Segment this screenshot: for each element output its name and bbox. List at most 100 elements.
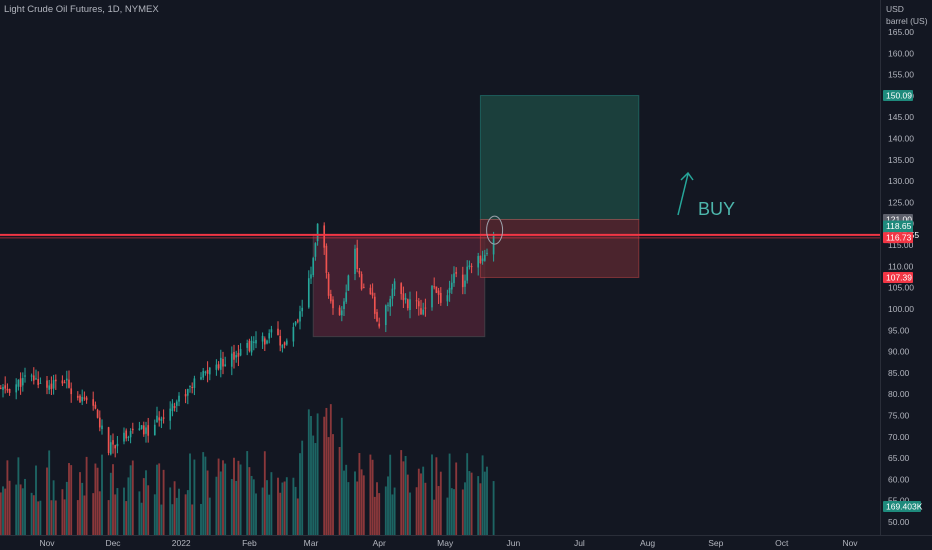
candle-body bbox=[455, 272, 458, 274]
volume-bar bbox=[46, 467, 48, 535]
candle-body bbox=[131, 428, 134, 431]
candle-body bbox=[21, 378, 24, 386]
candle-body bbox=[94, 404, 97, 409]
candle-body bbox=[145, 427, 147, 434]
volume-bar bbox=[461, 489, 464, 535]
candle-body bbox=[8, 388, 11, 393]
x-tick-label: Aug bbox=[640, 538, 655, 548]
candle-body bbox=[37, 379, 40, 385]
volume-bar bbox=[50, 500, 53, 535]
candle-body bbox=[24, 375, 26, 377]
candle-body bbox=[147, 425, 150, 436]
y-tick-label: 135.00 bbox=[888, 155, 914, 165]
candle-body bbox=[252, 341, 255, 343]
price-tag-label: 118.65 bbox=[886, 221, 912, 231]
volume-bar bbox=[160, 504, 163, 535]
candle-body bbox=[173, 406, 176, 409]
candle-body bbox=[156, 415, 158, 423]
volume-bar bbox=[215, 476, 218, 535]
candle-body bbox=[79, 395, 81, 403]
volume-bar bbox=[32, 495, 35, 535]
volume-bar bbox=[237, 460, 240, 535]
candle-body bbox=[160, 418, 163, 421]
candle-body bbox=[114, 445, 117, 449]
volume-bar bbox=[239, 464, 242, 535]
candle-body bbox=[279, 335, 282, 346]
volume-tag-label: 169.403K bbox=[886, 502, 923, 512]
volume-bar bbox=[332, 434, 334, 535]
candle-body bbox=[446, 295, 449, 302]
candle-body bbox=[343, 301, 345, 310]
volume-bar bbox=[37, 501, 40, 535]
volume-bar bbox=[479, 483, 482, 535]
x-tick-label: May bbox=[437, 538, 454, 548]
candle-body bbox=[486, 252, 488, 254]
y-tick-label: 140.00 bbox=[888, 134, 914, 144]
candle-body bbox=[329, 293, 332, 302]
candle-body bbox=[140, 425, 143, 429]
volume-bar bbox=[409, 492, 411, 535]
volume-bar bbox=[263, 451, 266, 535]
candle-body bbox=[404, 297, 407, 300]
y-tick-label: 90.00 bbox=[888, 347, 910, 357]
volume-bar bbox=[283, 481, 286, 535]
candle-body bbox=[439, 292, 442, 303]
volume-bar bbox=[219, 471, 222, 535]
candle-body bbox=[448, 287, 451, 293]
candle-body bbox=[270, 329, 273, 333]
candle-body bbox=[125, 430, 128, 439]
volume-bar bbox=[230, 479, 233, 535]
y-tick-label: 160.00 bbox=[888, 48, 914, 58]
y-tick-label: 110.00 bbox=[888, 261, 914, 271]
candle-body bbox=[283, 342, 286, 346]
candle-body bbox=[217, 364, 220, 369]
volume-bar bbox=[281, 482, 284, 535]
candle-body bbox=[402, 293, 405, 301]
candle-body bbox=[107, 427, 110, 453]
candle-body bbox=[68, 379, 70, 388]
candle-body bbox=[292, 326, 295, 342]
volume-bar bbox=[252, 479, 255, 535]
candle-body bbox=[354, 248, 356, 275]
y-tick-label: 125.00 bbox=[888, 197, 914, 207]
y-tick-label: 50.00 bbox=[888, 517, 910, 527]
candle-body bbox=[202, 370, 205, 378]
volume-bar bbox=[464, 482, 466, 535]
volume-bar bbox=[15, 484, 18, 535]
up-arrow-head bbox=[680, 171, 694, 181]
candle-body bbox=[233, 351, 235, 360]
candle-body bbox=[98, 417, 101, 428]
volume-bar bbox=[477, 476, 480, 535]
volume-bar bbox=[85, 456, 88, 535]
symbol-title: Light Crude Oil Futures, 1D, NYMEX bbox=[4, 4, 159, 15]
volume-bar bbox=[468, 471, 471, 535]
volume-bar bbox=[171, 504, 174, 535]
up-arrow bbox=[677, 173, 689, 216]
x-tick-label: Apr bbox=[373, 538, 386, 548]
volume-bar bbox=[131, 460, 134, 535]
candle-body bbox=[248, 340, 251, 351]
candle-body bbox=[332, 299, 334, 309]
volume-bar bbox=[378, 493, 381, 535]
volume-bar bbox=[98, 491, 101, 535]
volume-bar bbox=[492, 481, 495, 535]
volume-bar bbox=[2, 486, 4, 535]
x-tick-label: Jun bbox=[507, 538, 521, 548]
candle-body bbox=[63, 382, 66, 384]
volume-bar bbox=[455, 462, 458, 535]
candle-body bbox=[389, 298, 392, 307]
volume-bar bbox=[30, 492, 33, 535]
volume-bar bbox=[21, 488, 24, 535]
candle-body bbox=[285, 340, 288, 345]
candle-body bbox=[466, 266, 469, 281]
candle-body bbox=[307, 278, 310, 308]
candle-body bbox=[52, 380, 55, 389]
candle-body bbox=[178, 395, 180, 402]
volume-bar bbox=[101, 454, 103, 535]
candle-body bbox=[261, 335, 264, 342]
candle-body bbox=[384, 305, 387, 326]
y-tick-label: 60.00 bbox=[888, 474, 910, 484]
volume-bar bbox=[486, 466, 488, 535]
y-tick-label: 145.00 bbox=[888, 112, 914, 122]
